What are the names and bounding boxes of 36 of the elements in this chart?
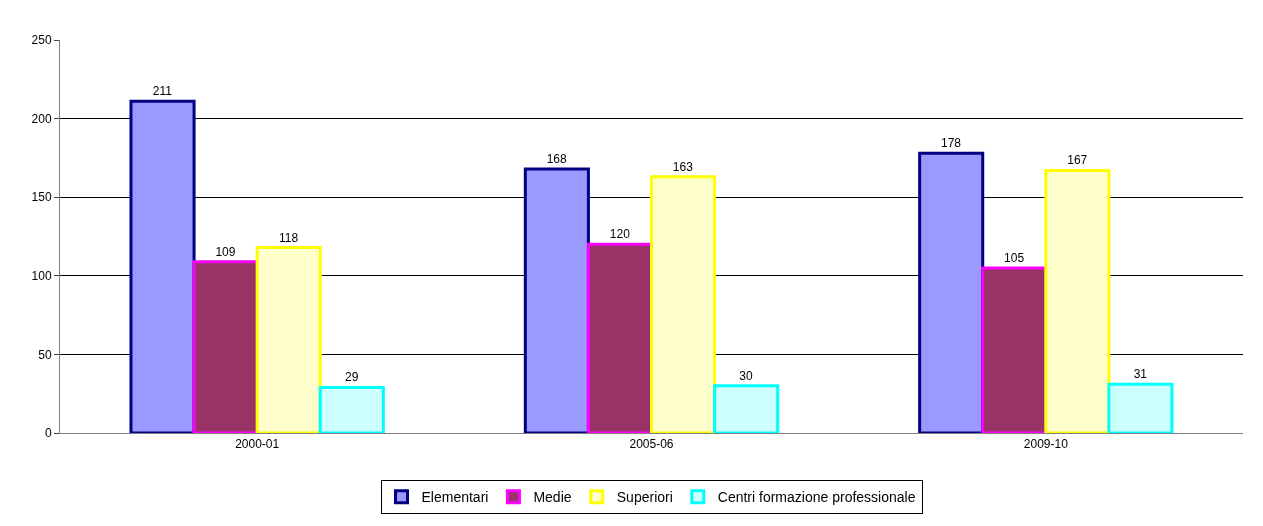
y-tick-label: 150 — [31, 190, 52, 205]
y-tick-label: 200 — [31, 111, 52, 126]
data-label: 29 — [344, 370, 359, 385]
data-label: 109 — [215, 244, 236, 259]
y-tick-label: 0 — [44, 426, 52, 441]
data-label: 163 — [672, 159, 694, 174]
bar — [255, 246, 322, 433]
bar — [918, 151, 985, 433]
data-label: 31 — [1133, 367, 1148, 382]
bar — [1044, 168, 1111, 433]
legend-label: Medie — [533, 489, 572, 506]
x-tick-label: 2009-10 — [1023, 437, 1069, 452]
data-label: 30 — [739, 368, 753, 383]
bar — [192, 260, 259, 433]
bar — [318, 385, 385, 433]
bar — [129, 99, 196, 433]
y-tick-label: 100 — [31, 269, 52, 283]
data-label: 167 — [1067, 153, 1088, 168]
legend-label: Superiori — [616, 489, 673, 506]
bar — [1107, 382, 1174, 433]
y-tick-label: 50 — [38, 347, 52, 362]
data-label: 120 — [609, 227, 631, 242]
bar — [650, 175, 717, 433]
x-tick-label: 2005-06 — [629, 437, 674, 452]
legend-label: Elementari — [421, 489, 489, 506]
bar — [586, 242, 653, 433]
legend-label: Centri formazione professionale — [717, 489, 916, 506]
x-tick-label: 2000-01 — [235, 437, 280, 452]
bar — [523, 167, 590, 433]
data-label: 178 — [941, 136, 962, 151]
data-label: 211 — [152, 84, 173, 99]
y-tick-label: 250 — [31, 33, 52, 48]
data-label: 168 — [546, 151, 568, 166]
bar — [713, 384, 780, 433]
data-label: 105 — [1004, 250, 1025, 265]
data-label: 118 — [278, 230, 299, 245]
